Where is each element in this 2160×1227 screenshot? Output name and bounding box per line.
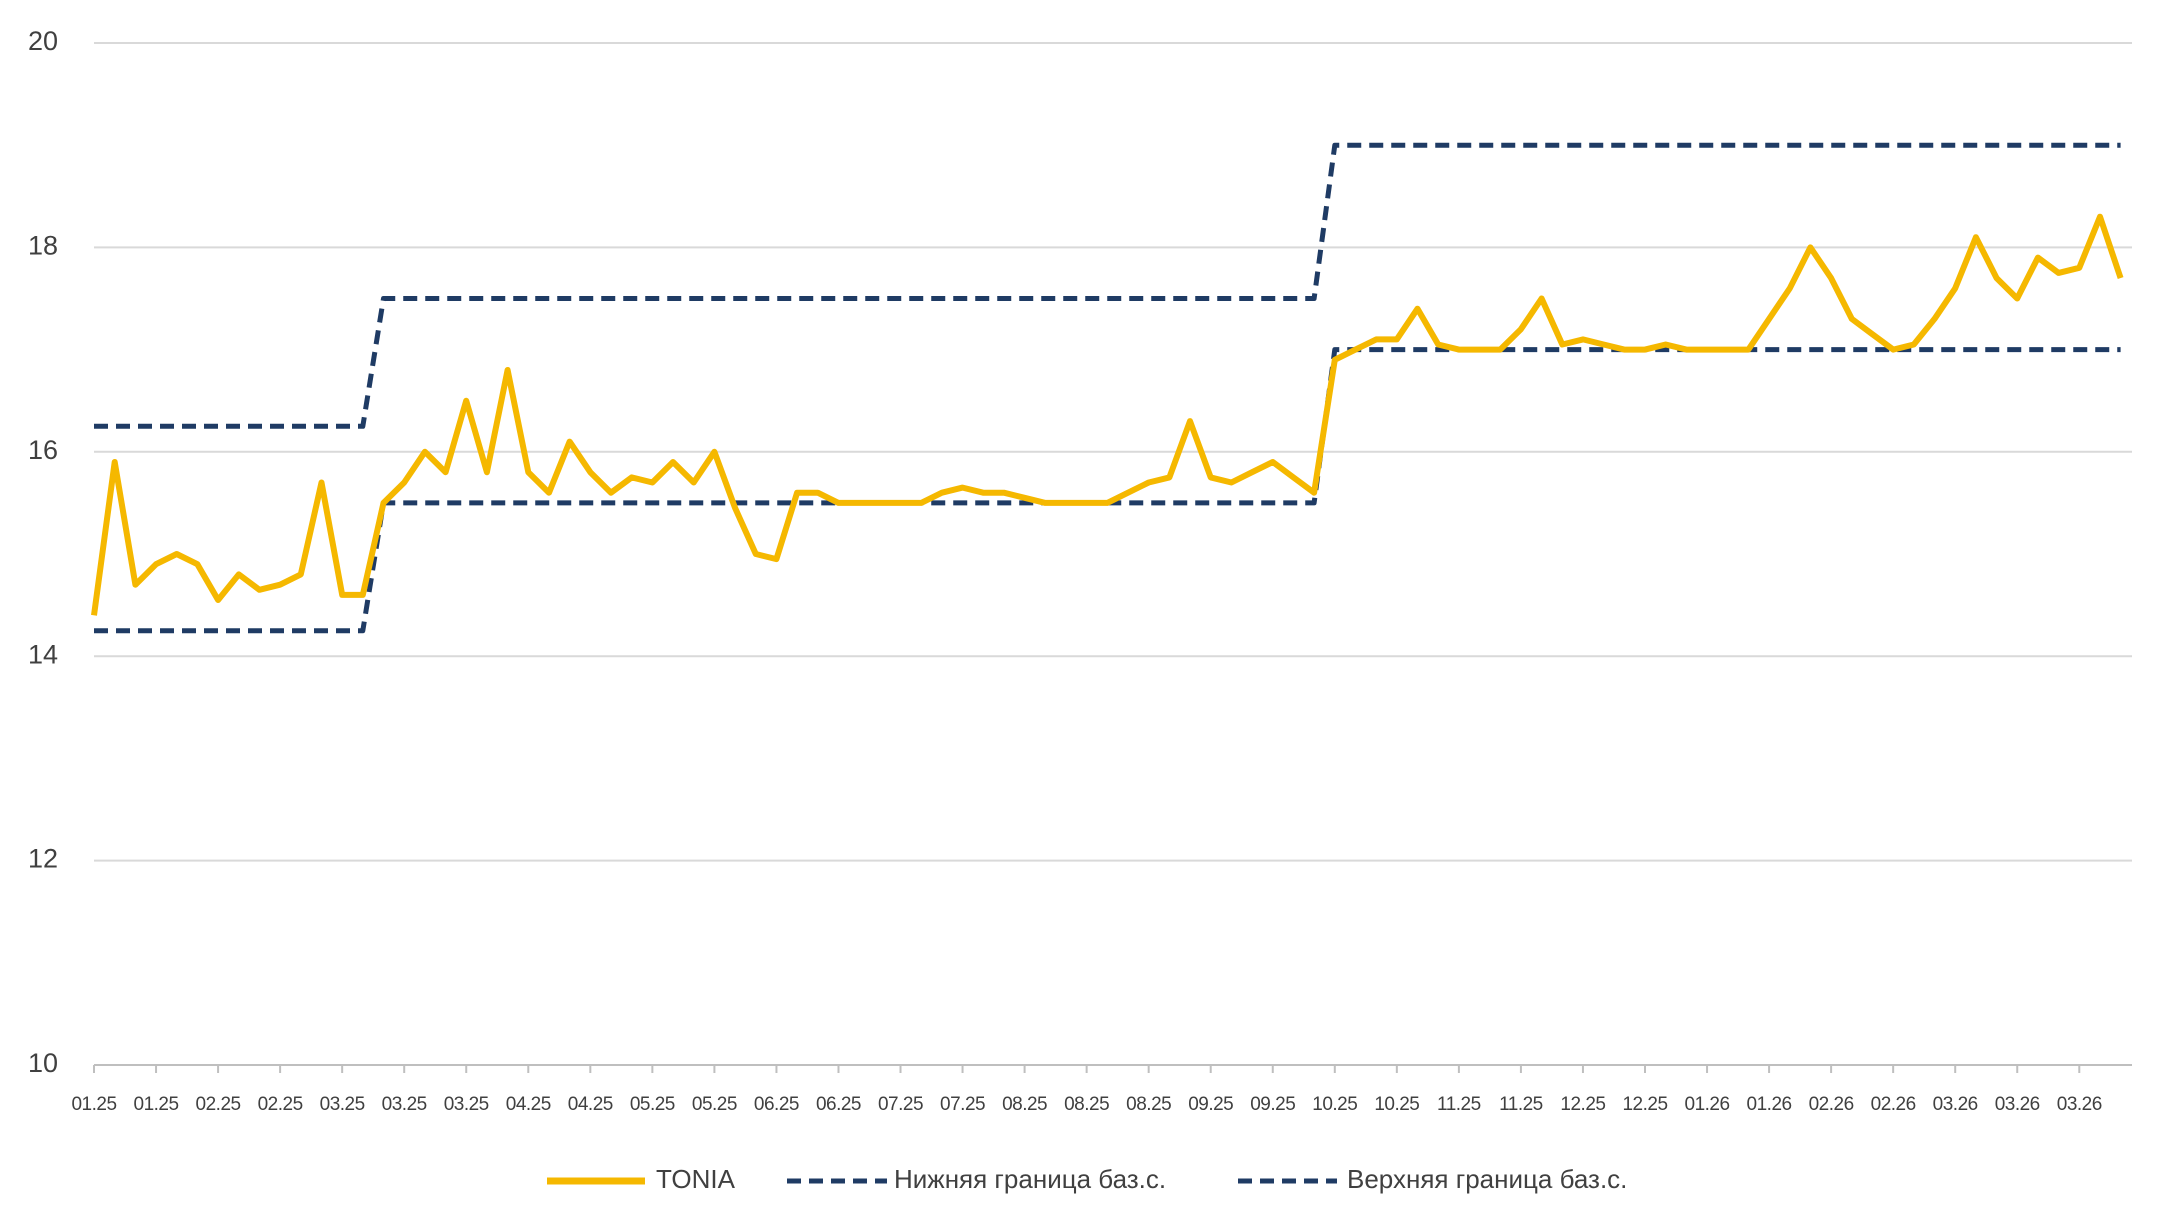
x-tick-label: 03.26 [1933, 1094, 1978, 1115]
x-tick-label: 05.25 [630, 1094, 675, 1115]
x-tick-label: 03.26 [1995, 1094, 2040, 1115]
x-tick-label: 05.25 [692, 1094, 737, 1115]
legend-label: TONIA [656, 1164, 736, 1194]
y-tick-label: 16 [28, 435, 58, 465]
x-tick-label: 11.25 [1499, 1094, 1543, 1115]
x-tick-label: 08.25 [1126, 1094, 1171, 1115]
legend-label: Нижняя граница баз.с. [894, 1164, 1166, 1194]
y-tick-label: 14 [28, 639, 58, 669]
x-tick-label: 03.25 [320, 1094, 365, 1115]
x-tick-label: 01.26 [1747, 1094, 1792, 1115]
x-tick-label: 12.25 [1560, 1094, 1605, 1115]
y-tick-label: 10 [28, 1048, 58, 1078]
y-tick-label: 18 [28, 231, 58, 261]
rate-line [91, 213, 2124, 616]
x-tick-label: 12.25 [1622, 1094, 1667, 1115]
x-tick-label: 07.25 [878, 1094, 923, 1115]
x-tick-label: 04.25 [568, 1094, 613, 1115]
x-tick-label: 08.25 [1064, 1094, 1109, 1115]
x-tick-label: 03.26 [2057, 1094, 2102, 1115]
x-tick-label: 02.26 [1871, 1094, 1916, 1115]
x-tick-label: 10.25 [1312, 1094, 1357, 1115]
x-tick-label: 07.25 [940, 1094, 985, 1115]
x-tick-label: 03.25 [382, 1094, 427, 1115]
x-tick-label: 04.25 [506, 1094, 551, 1115]
x-tick-label: 11.25 [1437, 1094, 1481, 1115]
bound-line [94, 142, 2121, 429]
x-tick-label: 09.25 [1250, 1094, 1295, 1115]
x-tick-label: 03.25 [444, 1094, 489, 1115]
x-tick-label: 02.26 [1809, 1094, 1854, 1115]
x-tick-label: 06.25 [754, 1094, 799, 1115]
x-tick-label: 01.25 [134, 1094, 179, 1115]
legend-label: Верхняя граница баз.с. [1347, 1164, 1627, 1194]
x-tick-label: 01.25 [71, 1094, 116, 1115]
x-tick-label: 06.25 [816, 1094, 861, 1115]
x-tick-label: 02.25 [196, 1094, 241, 1115]
y-tick-label: 12 [28, 844, 58, 874]
x-tick-label: 02.25 [258, 1094, 303, 1115]
x-tick-label: 10.25 [1374, 1094, 1419, 1115]
x-tick-label: 08.25 [1002, 1094, 1047, 1115]
x-tick-label: 09.25 [1188, 1094, 1233, 1115]
x-tick-label: 01.26 [1685, 1094, 1730, 1115]
y-tick-label: 20 [28, 26, 58, 56]
